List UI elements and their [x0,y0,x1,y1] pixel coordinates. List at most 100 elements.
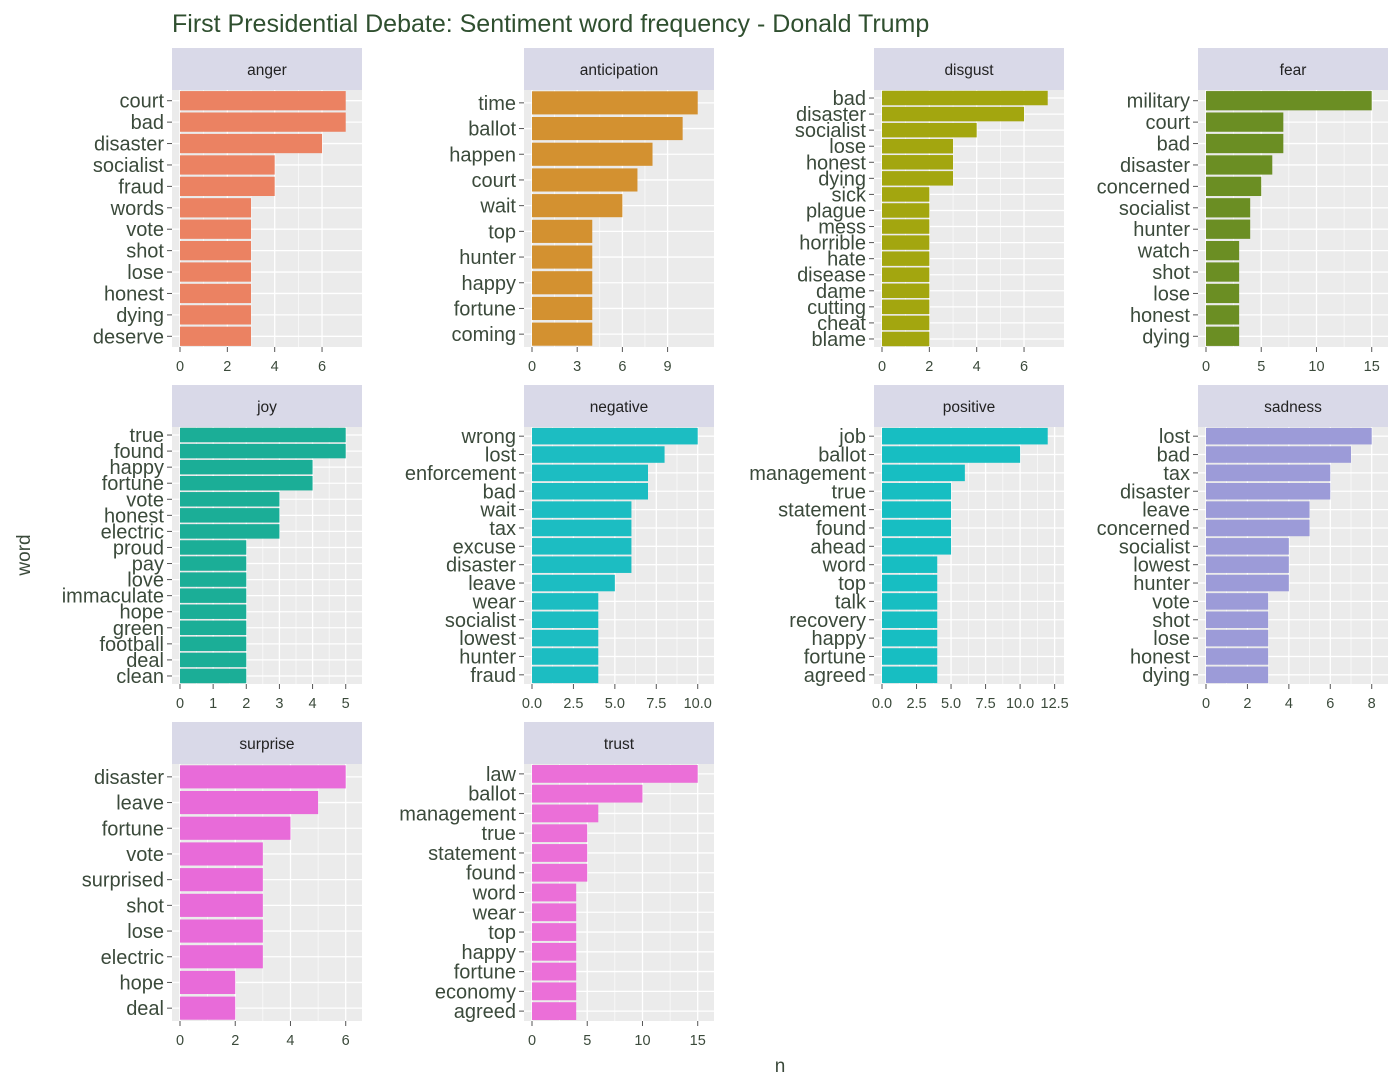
facet-anticipation: anticipation time ballot happen court wait top… [449,48,714,375]
y-tick-label: word [822,555,866,577]
bar-positive-word [882,556,938,573]
y-tick-label: happy [110,457,165,479]
y-tick-label: immaculate [62,586,164,608]
bar-negative-fraud [532,666,599,684]
bar-positive-happy [882,629,938,647]
facet-strip-label: disgust [944,62,994,79]
y-tick-label: disaster [796,104,866,126]
bar-disgust-mess [882,219,930,234]
facet-strip [524,385,714,427]
y-tick-label: dying [116,305,164,327]
y-tick-label: enforcement [405,463,517,485]
y-tick-label: agreed [454,1001,516,1023]
y-tick-label: dying [818,168,866,190]
y-tick-label: vote [126,844,164,866]
x-tick-label: 6 [618,359,626,375]
facet-panels: angercourtbaddisastersocialistfraudwords… [62,48,1388,1049]
y-tick-label: honest [1130,646,1190,668]
y-tick-label: top [488,922,516,944]
x-tick-label: 12.5 [1041,696,1069,712]
bar-surprise-shot [180,893,263,917]
y-tick-label: recovery [789,610,866,632]
facet-strip [874,48,1064,90]
x-tick-label: 10 [1308,359,1324,375]
y-tick-label: fortune [102,818,164,840]
y-tick-label: plague [806,200,866,222]
y-tick-label: happy [462,942,517,964]
y-tick-label: coming [452,324,516,346]
bar-fear-honest [1206,305,1240,325]
bar-negative-bad [532,482,648,500]
y-tick-label: blame [812,329,866,351]
y-tick-label: top [488,221,516,243]
bar-sadness-shot [1206,611,1269,629]
bar-joy-clean [180,668,247,684]
y-tick-label: honest [1130,305,1190,327]
y-tick-label: surprised [82,870,164,892]
bar-joy-hope [180,604,247,619]
bar-fear-hunter [1206,219,1251,239]
bar-trust-statement [532,844,588,862]
bar-surprise-surprised [180,868,263,892]
y-tick-label: happen [449,144,516,166]
y-tick-label: wear [472,591,517,613]
y-tick-label: vote [126,219,164,241]
bar-anger-shot [180,240,252,261]
bar-anger-fraud [180,176,275,197]
bar-joy-deal [180,652,247,668]
facet-strip-label: positive [943,399,996,416]
bar-surprise-disaster [180,765,346,789]
bar-anticipation-happy [532,271,593,295]
y-axis-title: word [14,534,35,576]
y-tick-label: hunter [1133,219,1190,241]
bar-disgust-disaster [882,106,1025,122]
y-tick-label: top [838,573,866,595]
y-tick-label: clean [116,666,164,688]
x-tick-label: 0 [1202,696,1210,712]
x-tick-label: 5 [1257,359,1265,375]
x-tick-label: 6 [318,359,326,375]
bar-joy-proud [180,540,247,555]
y-tick-label: fortune [804,646,866,668]
bar-fear-military [1206,91,1372,111]
y-tick-label: bad [483,481,516,503]
x-tick-label: 2 [231,1033,239,1049]
y-tick-label: happy [462,273,517,295]
facet-disgust: disgust baddisastersocialistlosehonestdyi… [795,48,1064,375]
x-tick-label: 2 [223,359,231,375]
facet-strip [1198,385,1388,427]
bar-disgust-cheat [882,315,930,331]
y-tick-label: proud [113,537,164,559]
facet-strip-label: fear [1280,62,1307,79]
bar-joy-electric [180,524,280,539]
facet-strip [1198,48,1388,90]
bar-joy-vote [180,492,280,507]
y-tick-label: happy [812,628,867,650]
bar-anger-socialist [180,155,275,175]
x-tick-label: 6 [1326,696,1334,712]
bar-joy-immaculate [180,588,247,603]
bar-disgust-honest [882,155,954,170]
x-tick-label: 6 [1020,359,1028,375]
x-tick-label: 0.0 [522,696,542,712]
y-tick-label: lose [127,921,164,943]
bar-surprise-fortune [180,816,291,840]
y-tick-label: hunter [1133,573,1190,595]
y-tick-label: disaster [446,555,516,577]
facet-anger: anger courtbaddisastersocialistfraudwords… [93,48,362,375]
bar-joy-love [180,572,247,587]
y-tick-label: lose [127,262,164,284]
x-tick-label: 2.5 [906,696,926,712]
panel-background [1198,90,1388,347]
bar-joy-fortune [180,475,313,491]
bar-trust-top [532,923,577,941]
y-tick-label: horrible [799,233,866,255]
facet-strip [172,385,362,427]
y-tick-label: management [749,463,866,485]
y-tick-label: football [100,634,165,656]
bar-sadness-hunter [1206,574,1289,592]
y-tick-label: hope [120,972,165,994]
bar-negative-tax [532,519,632,537]
y-tick-label: hope [120,602,165,624]
y-tick-label: true [832,481,866,503]
